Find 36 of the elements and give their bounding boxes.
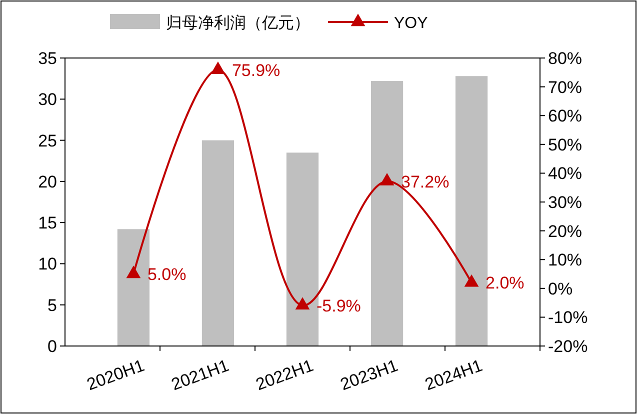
y-tick-label: 30 (38, 90, 57, 110)
legend-label: YOY (394, 15, 428, 32)
point (464, 274, 479, 287)
point (126, 266, 141, 278)
y2-tick-label: 10% (548, 250, 582, 270)
bar (286, 152, 319, 346)
y2-tick-label: 70% (548, 78, 582, 97)
y2-tick-label: 30% (548, 193, 582, 212)
bar (202, 140, 234, 346)
point (295, 297, 310, 310)
y2-tick-label: -10% (548, 308, 588, 328)
point (210, 61, 226, 74)
bar (455, 76, 488, 346)
y-tick-label: 0 (48, 337, 57, 356)
y-tick-label: 15 (38, 214, 57, 233)
data-label: 37.2% (401, 172, 450, 192)
y2-tick-label: 60% (548, 106, 582, 126)
y2-tick-label: 80% (548, 49, 582, 68)
y-tick-label: 5 (48, 296, 57, 315)
y-tick-label: 10 (38, 254, 57, 274)
y-tick-label: 35 (38, 49, 57, 68)
y2-tick-label: 50% (548, 135, 582, 154)
y-tick-label: 20 (38, 172, 57, 192)
point (380, 172, 394, 186)
y2-tick-label: -20% (548, 337, 588, 356)
y2-tick-label: 20% (548, 222, 582, 241)
data-label: -5.9% (316, 296, 361, 316)
bar (370, 81, 404, 346)
data-label: 5.0% (147, 265, 186, 284)
y2-tick-label: 0% (548, 279, 573, 298)
data-label: 75.9% (232, 60, 280, 80)
y2-tick-label: 40% (548, 164, 582, 184)
data-label: 2.0% (486, 274, 524, 293)
y-tick-label: 25 (38, 131, 57, 150)
bar (117, 229, 150, 346)
legend-label: 归母净利润（亿元） (166, 14, 310, 32)
